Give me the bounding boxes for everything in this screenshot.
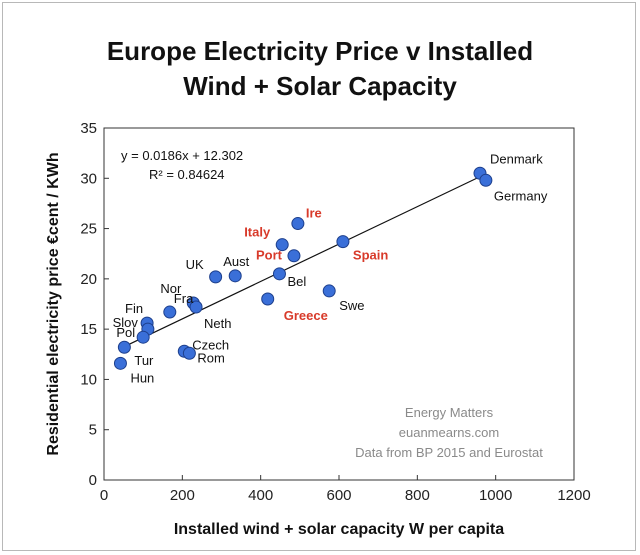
point-label-denmark: Denmark xyxy=(490,151,543,166)
x-tick-label: 400 xyxy=(248,487,273,504)
point-label-italy: Italy xyxy=(244,225,271,240)
data-point-italy xyxy=(275,238,289,252)
data-points-layer xyxy=(113,166,493,370)
point-label-fra: Fra xyxy=(174,291,194,306)
data-point-germany xyxy=(479,173,493,187)
y-tick-label: 20 xyxy=(80,271,97,288)
y-tick-label: 5 xyxy=(89,422,97,439)
trendline-layer xyxy=(119,175,483,350)
y-tick-label: 15 xyxy=(80,321,97,338)
point-label-spain: Spain xyxy=(353,248,388,263)
point-label-tur: Tur xyxy=(134,353,154,368)
point-label-neth: Neth xyxy=(204,316,231,331)
x-axis-title: Installed wind + solar capacity W per ca… xyxy=(174,521,504,538)
annotation-website: euanmearns.com xyxy=(399,425,499,440)
y-axis-title: Residential electricity price €cent / KW… xyxy=(45,152,62,455)
point-label-bel: Bel xyxy=(287,274,306,289)
data-point-port xyxy=(287,249,301,263)
chart-title-line-1: Europe Electricity Price v Installed xyxy=(107,36,533,66)
point-label-rom: Rom xyxy=(197,350,224,365)
y-tick-label: 30 xyxy=(80,170,97,187)
y-tick-label: 0 xyxy=(89,472,97,489)
point-label-slov: Slov xyxy=(113,315,139,330)
data-point-bel xyxy=(272,267,286,281)
point-label-fin: Fin xyxy=(125,301,143,316)
annotation-energy-matters: Energy Matters xyxy=(405,405,494,420)
x-axis: 0 200 400 600 800 1000 1200 xyxy=(100,475,591,504)
data-point-neth xyxy=(189,300,203,314)
point-label-port: Port xyxy=(256,248,283,263)
chart-frame: Europe Electricity Price v Installed Win… xyxy=(2,2,636,551)
chart-title-line-2: Wind + Solar Capacity xyxy=(183,71,457,101)
data-point-pol xyxy=(136,330,150,344)
x-tick-label: 1000 xyxy=(479,487,512,504)
trendline-r-squared: R² = 0.84624 xyxy=(149,167,225,182)
data-point-ire xyxy=(291,217,305,231)
x-tick-label: 200 xyxy=(170,487,195,504)
point-label-hun: Hun xyxy=(130,370,154,385)
data-point-aust xyxy=(228,269,242,283)
point-label-uk: UK xyxy=(186,257,204,272)
scatter-chart: Europe Electricity Price v Installed Win… xyxy=(45,36,591,538)
data-point-tur xyxy=(117,340,131,354)
y-tick-label: 35 xyxy=(80,120,97,137)
data-point-rom xyxy=(182,346,196,360)
x-tick-label: 0 xyxy=(100,487,108,504)
data-point-greece xyxy=(261,292,275,306)
point-label-greece: Greece xyxy=(284,308,328,323)
point-label-germany: Germany xyxy=(494,188,548,203)
data-point-fra xyxy=(163,305,177,319)
y-axis: 0 5 10 15 20 25 30 35 xyxy=(80,120,109,489)
y-tick-label: 25 xyxy=(80,221,97,238)
x-tick-label: 1200 xyxy=(557,487,590,504)
point-label-pol: Pol xyxy=(116,325,135,340)
data-point-spain xyxy=(336,235,350,249)
data-point-uk xyxy=(209,270,223,284)
x-tick-label: 800 xyxy=(405,487,430,504)
point-label-aust: Aust xyxy=(223,254,249,269)
trendline-equation: y = 0.0186x + 12.302 xyxy=(121,148,243,163)
y-tick-label: 10 xyxy=(80,371,97,388)
point-labels-layer: Denmark Germany Ire Italy Spain Port UK Aust Bel… xyxy=(113,151,548,385)
point-label-czech: Czech xyxy=(192,337,229,352)
trendline xyxy=(119,175,483,350)
point-label-nor: Nor xyxy=(160,281,182,296)
point-label-swe: Swe xyxy=(339,298,364,313)
data-point-swe xyxy=(322,284,336,298)
annotation-data-source: Data from BP 2015 and Eurostat xyxy=(355,445,543,460)
data-point-hun xyxy=(113,356,127,370)
point-label-ire: Ire xyxy=(306,206,322,221)
x-tick-label: 600 xyxy=(326,487,351,504)
